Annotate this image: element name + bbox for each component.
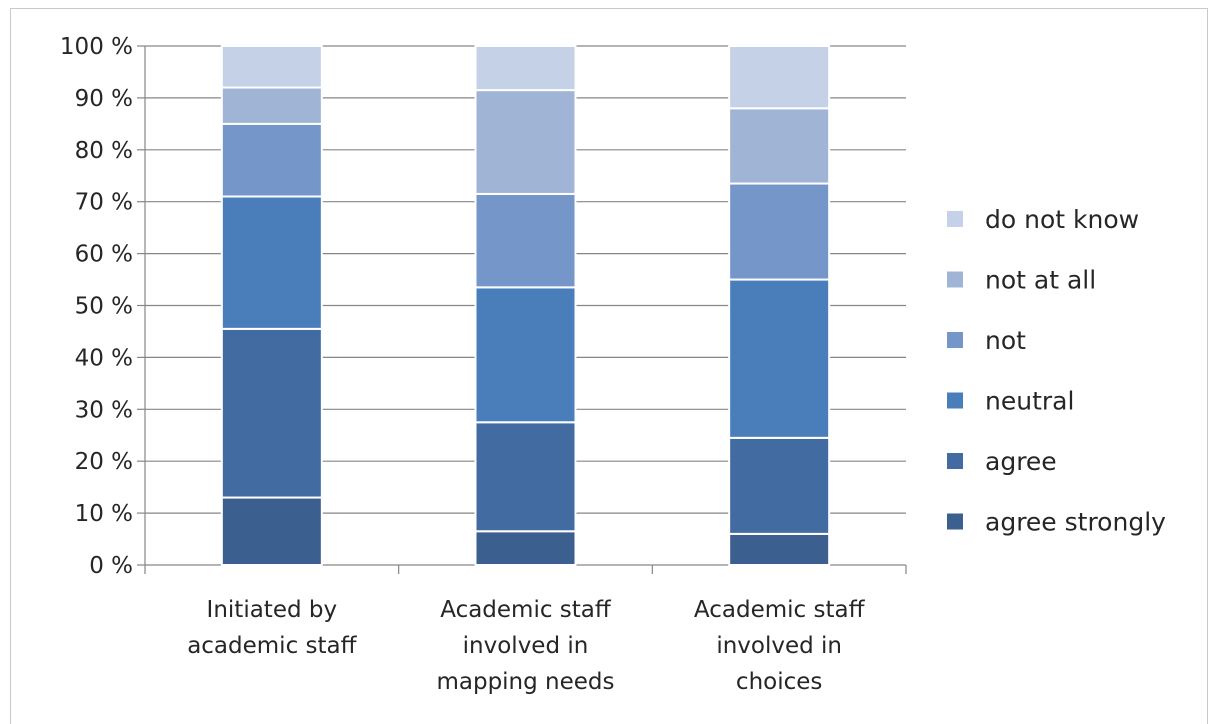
bar-segment bbox=[728, 436, 831, 535]
bar-segment bbox=[474, 421, 577, 533]
legend-swatch bbox=[947, 453, 963, 469]
bar-segment bbox=[220, 327, 323, 499]
x-category-label: academic staff bbox=[187, 633, 357, 659]
y-tick-label: 70 % bbox=[75, 190, 133, 216]
y-tick-label: 80 % bbox=[75, 138, 133, 164]
chart-frame bbox=[10, 8, 1208, 724]
legend-label: not bbox=[985, 326, 1026, 355]
bar-segment bbox=[474, 286, 577, 424]
legend-label: agree bbox=[985, 447, 1057, 476]
bar-segment bbox=[220, 45, 323, 89]
bar-segment bbox=[474, 192, 577, 289]
bar-segment bbox=[728, 532, 831, 566]
bar-segment bbox=[220, 122, 323, 198]
y-tick-label: 50 % bbox=[75, 294, 133, 320]
x-category-label: involved in bbox=[463, 633, 589, 659]
y-tick-label: 100 % bbox=[60, 34, 133, 60]
bar-segment bbox=[728, 45, 831, 110]
y-tick-label: 10 % bbox=[75, 501, 133, 527]
y-tick-label: 40 % bbox=[75, 345, 133, 371]
y-tick-label: 60 % bbox=[75, 242, 133, 268]
legend-label: do not know bbox=[985, 205, 1139, 234]
legend-swatch bbox=[947, 513, 963, 530]
x-category-label: mapping needs bbox=[436, 669, 614, 695]
bar-segment bbox=[728, 107, 831, 185]
x-category-label: Academic staff bbox=[694, 597, 866, 623]
x-category-label: Academic staff bbox=[440, 597, 612, 623]
bar-segment bbox=[220, 496, 323, 566]
bar-segment bbox=[474, 45, 577, 92]
legend-swatch bbox=[947, 392, 963, 409]
legend-label: agree strongly bbox=[985, 508, 1166, 537]
x-category-label: Initiated by bbox=[207, 597, 338, 623]
legend-swatch bbox=[947, 211, 963, 227]
bar-segment bbox=[474, 89, 577, 195]
y-tick-label: 20 % bbox=[75, 449, 133, 475]
bar-segment bbox=[220, 86, 323, 125]
legend-swatch bbox=[947, 271, 963, 288]
bar-segment bbox=[220, 195, 323, 330]
x-category-label: choices bbox=[736, 669, 822, 695]
y-tick-label: 30 % bbox=[75, 397, 133, 423]
legend-swatch bbox=[947, 332, 963, 348]
legend-label: not at all bbox=[985, 266, 1096, 295]
y-tick-label: 0 % bbox=[89, 553, 133, 579]
y-tick-label: 90 % bbox=[75, 86, 133, 112]
bar-segment bbox=[728, 182, 831, 281]
bar-segment bbox=[728, 278, 831, 439]
bar-segment bbox=[474, 530, 577, 567]
x-category-label: involved in bbox=[716, 633, 842, 659]
legend-label: neutral bbox=[985, 387, 1074, 416]
